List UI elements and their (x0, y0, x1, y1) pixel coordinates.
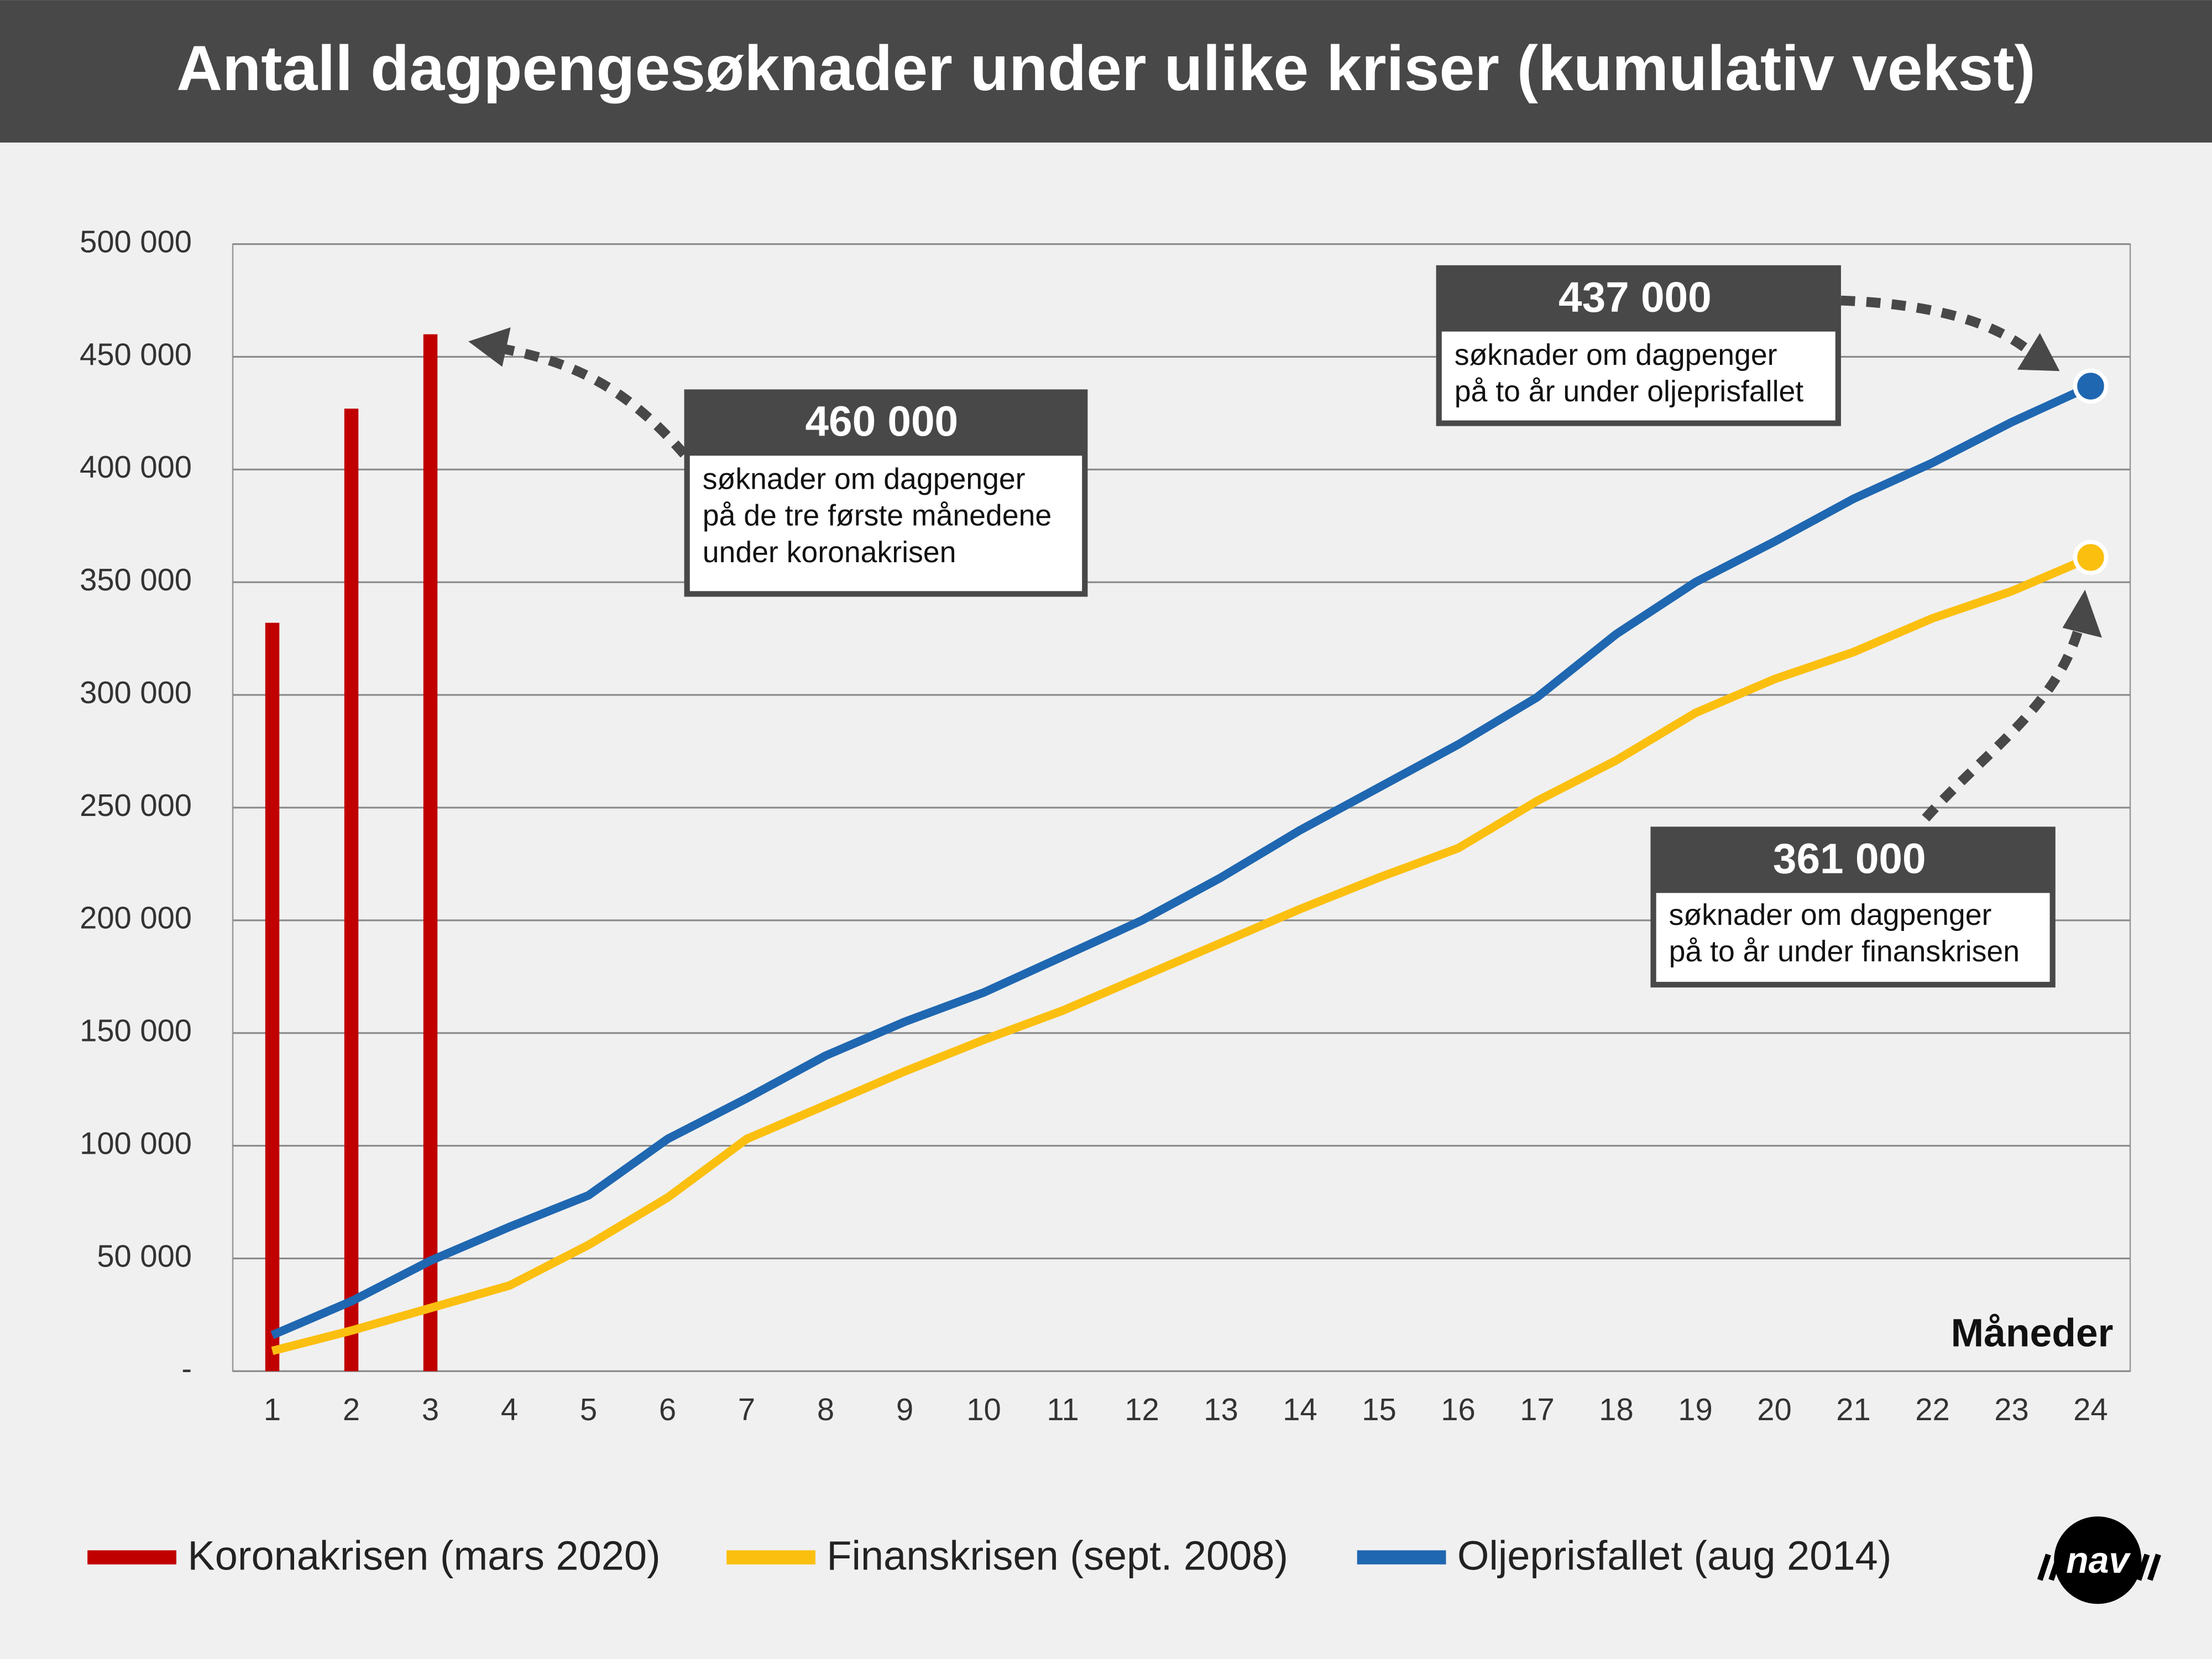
x-tick-label: 5 (580, 1392, 597, 1427)
y-tick-label: 400 000 (80, 449, 192, 484)
plot-area: - 50 000 100 000 150 000 200 000 250 000 300 0… (80, 224, 2131, 1427)
legend-label: Oljeprisfallet (aug 2014) (1457, 1532, 1891, 1578)
y-tick-label: 350 000 (80, 562, 192, 597)
x-tick-label: 11 (1047, 1392, 1079, 1427)
arrows (493, 295, 2086, 822)
x-axis-label: Måneder (1951, 1311, 2114, 1355)
line (270, 382, 2093, 1339)
x-tick-label: 17 (1520, 1392, 1554, 1427)
arrow (1922, 619, 2086, 822)
legend-label: Finanskrisen (sept. 2008) (827, 1532, 1288, 1578)
annotation-value: 437 000 (1559, 274, 1712, 321)
annotation-value: 460 000 (805, 398, 958, 445)
annotation-text: under koronakrisen (703, 536, 956, 569)
end-point (2073, 368, 2109, 404)
y-tick-label: - (181, 1351, 192, 1386)
bar (423, 334, 438, 1372)
x-tick-label: 3 (422, 1392, 439, 1427)
y-tick-label: 100 000 (80, 1126, 192, 1160)
x-tick-label: 18 (1599, 1392, 1633, 1427)
annotation: 361 000 søknader om dagpenger på to år u… (1650, 826, 2056, 988)
annotation-text: på to år under oljeprisfallet (1455, 375, 1804, 408)
x-tick-label: 16 (1441, 1392, 1475, 1427)
y-tick-label: 300 000 (80, 675, 192, 710)
logo-slashes (2037, 1553, 2161, 1581)
annotation-header (687, 392, 1085, 456)
annotation: 460 000 søknader om dagpenger på de tre … (684, 389, 1088, 597)
annotation-text: på de tre første månedene (703, 499, 1052, 532)
logo-text: nav (2066, 1540, 2131, 1581)
x-tick-label: 9 (896, 1392, 913, 1427)
line (271, 553, 2093, 1356)
arrow (493, 342, 688, 458)
x-tick-label: 10 (966, 1392, 1001, 1427)
x-tick-label: 4 (501, 1392, 518, 1427)
x-tick-label: 12 (1125, 1392, 1159, 1427)
arrowhead (468, 327, 511, 367)
arrowhead (2062, 589, 2102, 638)
annotation-header (1653, 829, 2053, 893)
y-tick-label: 450 000 (80, 337, 192, 371)
end-point (2073, 540, 2109, 575)
annotation-header (1439, 268, 1838, 332)
legend: Koronakrisen (mars 2020) Finanskrisen (se… (87, 1532, 1891, 1578)
y-tick-label: 200 000 (80, 901, 192, 935)
x-tick-label: 24 (2073, 1392, 2108, 1427)
x-tick-label: 20 (1757, 1392, 1791, 1427)
x-tick-label: 19 (1678, 1392, 1712, 1427)
logo: nav (2037, 1516, 2161, 1604)
x-tick-label: 14 (1283, 1392, 1317, 1427)
bar (265, 622, 280, 1372)
y-tick-label: 250 000 (80, 788, 192, 823)
y-tick-label: 150 000 (80, 1013, 192, 1048)
annotation-value: 361 000 (1773, 835, 1926, 882)
bar (344, 409, 359, 1372)
x-tick-label: 2 (343, 1392, 360, 1427)
x-tick-label: 23 (1994, 1392, 2028, 1427)
x-tick-label: 22 (1915, 1392, 1949, 1427)
annotation-text: på to år under finanskrisen (1669, 935, 2020, 968)
legend-label: Koronakrisen (mars 2020) (187, 1532, 660, 1578)
x-tick-label: 6 (659, 1392, 676, 1427)
x-tick-label: 8 (817, 1392, 834, 1427)
x-tick-label: 13 (1204, 1392, 1238, 1427)
y-tick-label: 50 000 (97, 1238, 192, 1273)
arrow (1840, 295, 2035, 357)
x-tick-label: 15 (1362, 1392, 1396, 1427)
arrowhead (2017, 333, 2060, 371)
x-tick-label: 1 (264, 1392, 281, 1427)
chart-title: Antall dagpengesøknader under ulike kris… (176, 33, 2035, 104)
logo-circle (2054, 1516, 2142, 1604)
annotation-text: søknader om dagpenger (1455, 338, 1777, 371)
annotation: 437 000 søknader om dagpenger på to år u… (1436, 265, 1841, 426)
title-bar (0, 0, 2212, 143)
annotation-text: søknader om dagpenger (703, 462, 1026, 495)
x-tick-label: 21 (1836, 1392, 1870, 1427)
annotation-text: søknader om dagpenger (1669, 898, 1992, 931)
x-tick-label: 7 (738, 1392, 755, 1427)
y-tick-label: 500 000 (80, 224, 192, 259)
